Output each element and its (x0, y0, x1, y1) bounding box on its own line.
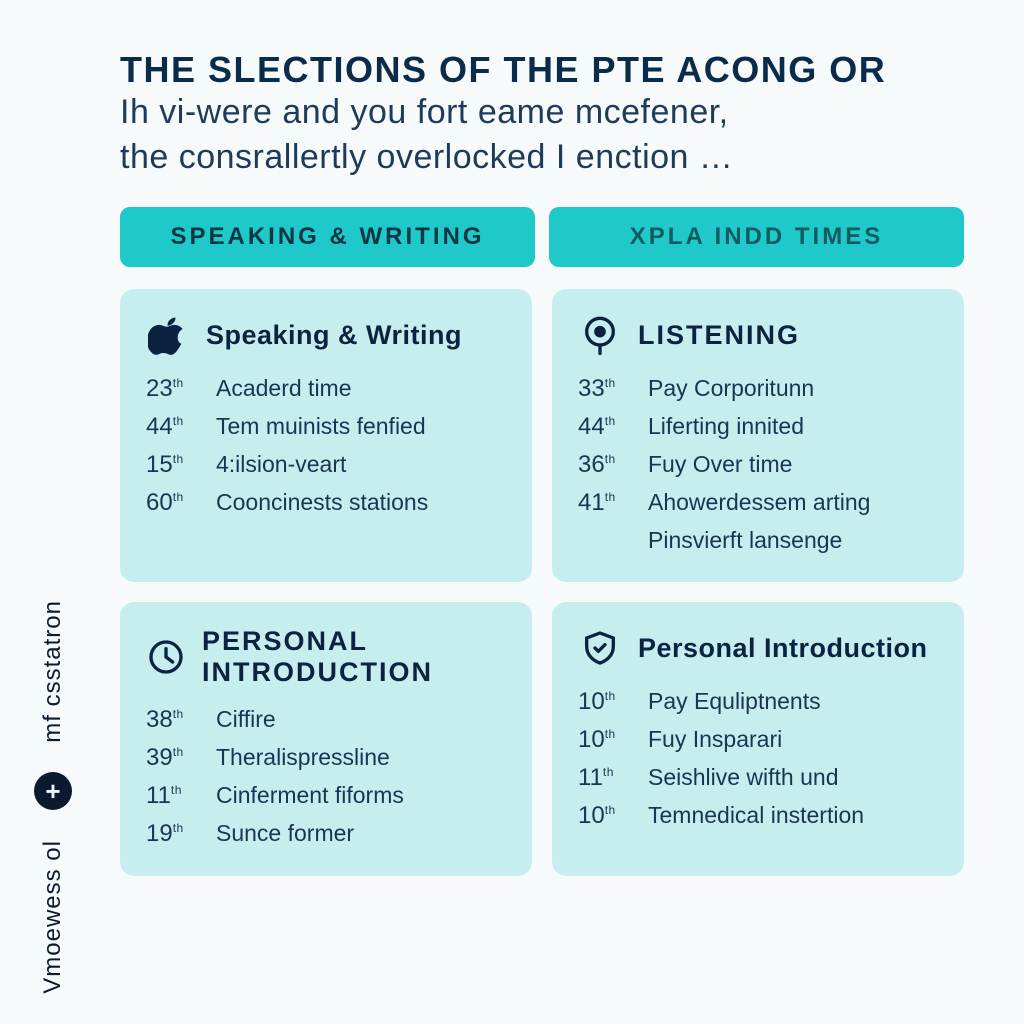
row-label: Pinsvierft lansenge (648, 527, 842, 554)
side-text-top: mf csstatron (39, 600, 67, 743)
row-label: Sunce former (216, 820, 354, 847)
list-item: 10th Pay Equliptnents (578, 688, 938, 716)
row-label: Pay Corporitunn (648, 375, 814, 402)
row-num: 11th (146, 782, 200, 810)
row-label: Seishlive wifth und (648, 764, 839, 791)
list-item: 44th Tem muinists fenfied (146, 413, 506, 441)
card-rows: 10th Pay Equliptnents 10th Fuy Insparari 1… (578, 688, 938, 830)
list-item: 38th Ciffire (146, 706, 506, 734)
list-item: 10th Fuy Insparari (578, 726, 938, 754)
side-strip: mf csstatron + Vmoewess ol (18, 290, 88, 994)
list-item: Pinsvierft lansenge (578, 527, 938, 554)
row-num: 44th (578, 413, 632, 441)
row-label: Fuy Insparari (648, 726, 782, 753)
page-title: THE SLECTIONS OF THE PTE ACONG OR (120, 50, 964, 90)
row-label: Ciffire (216, 706, 276, 733)
list-item: 33th Pay Corporitunn (578, 375, 938, 403)
card-speaking-writing: Speaking & Writing 23th Acaderd time 44th… (120, 289, 532, 582)
row-num: 19th (146, 820, 200, 848)
list-item: 39th Theralispressline (146, 744, 506, 772)
row-label: Liferting innited (648, 413, 804, 440)
card-title: Speaking & Writing (206, 320, 462, 351)
listen-icon (578, 313, 622, 357)
shield-icon (578, 626, 622, 670)
tab-indd-times[interactable]: XPLA INDD TIMES (549, 207, 964, 267)
card-listening: LISTENING 33th Pay Corporitunn 44th Lifert… (552, 289, 964, 582)
card-title: PERSONAL INTRODUCTION (202, 626, 506, 688)
row-num: 33th (578, 375, 632, 403)
list-item: 10th Temnedical instertion (578, 802, 938, 830)
row-label: Acaderd time (216, 375, 352, 402)
plus-icon: + (45, 776, 60, 807)
tab-label: XPLA INDD TIMES (630, 223, 883, 250)
header: THE SLECTIONS OF THE PTE ACONG OR Ih vi-… (120, 50, 964, 181)
card-rows: 23th Acaderd time 44th Tem muinists fenfie… (146, 375, 506, 517)
card-header: PERSONAL INTRODUCTION (146, 626, 506, 688)
card-personal-intro-a: PERSONAL INTRODUCTION 38th Ciffire 39th Th… (120, 602, 532, 876)
list-item: 36th Fuy Over time (578, 451, 938, 479)
apple-icon (146, 313, 190, 357)
row-num: 41th (578, 489, 632, 517)
row-num: 11th (578, 764, 632, 792)
row-label: Fuy Over time (648, 451, 792, 478)
row-label: Cinferment fiforms (216, 782, 404, 809)
row-num: 36th (578, 451, 632, 479)
plus-badge: + (34, 772, 72, 810)
row-label: Theralispressline (216, 744, 390, 771)
row-label: Temnedical instertion (648, 802, 864, 829)
tab-bar: SPEAKING & WRITING XPLA INDD TIMES (120, 207, 964, 267)
side-text-bottom: Vmoewess ol (39, 840, 67, 994)
list-item: 15th 4:ilsion-veart (146, 451, 506, 479)
card-rows: 38th Ciffire 39th Theralispressline 11th Ci… (146, 706, 506, 848)
card-personal-intro-b: Personal Introduction 10th Pay Equliptnen… (552, 602, 964, 876)
card-title: Personal Introduction (638, 633, 928, 664)
card-header: LISTENING (578, 313, 938, 357)
row-num: 10th (578, 802, 632, 830)
list-item: 44th Liferting innited (578, 413, 938, 441)
row-num: 38th (146, 706, 200, 734)
list-item: 60th Cooncinests stations (146, 489, 506, 517)
page-subtitle-1: Ih vi-were and you fort eame mcefener, (120, 90, 964, 136)
row-label: Ahowerdessem arting (648, 489, 870, 516)
list-item: 23th Acaderd time (146, 375, 506, 403)
list-item: 11th Seishlive wifth und (578, 764, 938, 792)
card-header: Personal Introduction (578, 626, 938, 670)
row-num: 23th (146, 375, 200, 403)
row-label: Pay Equliptnents (648, 688, 821, 715)
list-item: 11th Cinferment fiforms (146, 782, 506, 810)
list-item: 19th Sunce former (146, 820, 506, 848)
row-num: 39th (146, 744, 200, 772)
card-header: Speaking & Writing (146, 313, 506, 357)
page-subtitle-2: the consrallertly overlocked I enction … (120, 135, 964, 181)
card-title: LISTENING (638, 320, 800, 351)
tab-speaking-writing[interactable]: SPEAKING & WRITING (120, 207, 535, 267)
row-num: 60th (146, 489, 200, 517)
row-label: Cooncinests stations (216, 489, 428, 516)
row-num: 10th (578, 688, 632, 716)
list-item: 41th Ahowerdessem arting (578, 489, 938, 517)
card-grid: Speaking & Writing 23th Acaderd time 44th… (120, 289, 964, 876)
clock-icon (146, 635, 186, 679)
row-num: 44th (146, 413, 200, 441)
card-rows: 33th Pay Corporitunn 44th Liferting innite… (578, 375, 938, 554)
tab-label: SPEAKING & WRITING (170, 223, 484, 250)
row-num: 10th (578, 726, 632, 754)
row-label: Tem muinists fenfied (216, 413, 426, 440)
row-label: 4:ilsion-veart (216, 451, 346, 478)
row-num: 15th (146, 451, 200, 479)
